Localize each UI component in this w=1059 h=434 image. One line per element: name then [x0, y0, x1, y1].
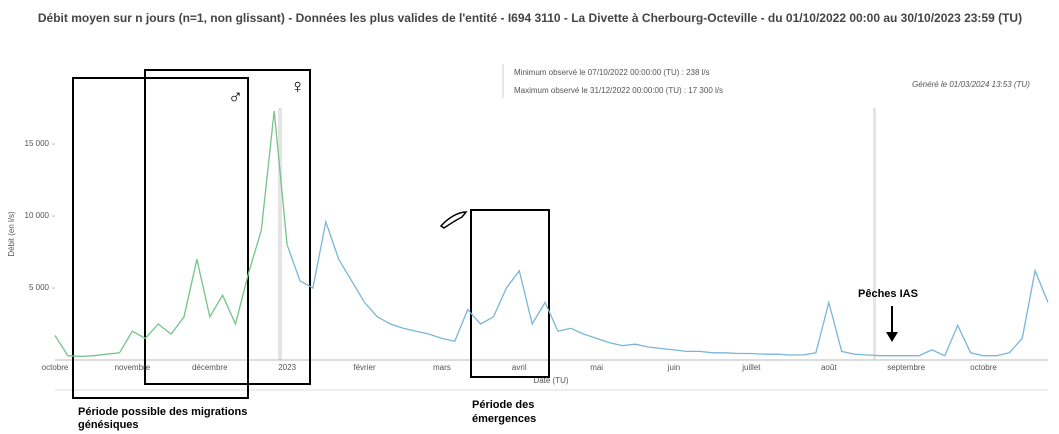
emergence-label: Période des émergences	[472, 399, 537, 425]
generated-note: Généré le 01/03/2024 13:53 (TU)	[912, 80, 1030, 89]
x-tick-label: décembre	[192, 363, 228, 372]
x-tick-label: mars	[433, 363, 451, 372]
flow-line	[54, 110, 288, 358]
annotation-box	[72, 77, 249, 399]
annotation-box	[470, 209, 550, 378]
male-symbol: ♂	[228, 86, 243, 108]
min-note: Minimum observé le 07/10/2022 00:00:00 (…	[514, 68, 710, 77]
highlight-band	[278, 108, 282, 360]
peches-label: Pêches IAS	[858, 288, 918, 300]
migration-label: Période possible des migrations génésiqu…	[78, 406, 248, 431]
max-note: Maximum observé le 31/12/2022 00:00:00 (…	[514, 86, 723, 95]
y-tick-label: 10 000	[25, 211, 50, 220]
x-tick-label: octobre	[970, 363, 997, 372]
x-tick-label: avril	[512, 363, 527, 372]
x-tick-label: juillet	[741, 363, 761, 372]
y-tick-label: 15 000	[25, 139, 50, 148]
highlight-band	[873, 108, 876, 360]
x-tick-label: septembre	[887, 363, 925, 372]
arrow-head	[886, 332, 898, 342]
x-tick-label: juin	[667, 363, 680, 372]
x-tick-label: novembre	[115, 363, 151, 372]
y-tick-label: 5 000	[29, 283, 50, 292]
female-symbol: ♀	[290, 76, 305, 98]
x-tick-label: octobre	[42, 363, 69, 372]
annotation-box	[144, 69, 311, 385]
fish-icon	[439, 211, 468, 229]
flow-line	[286, 219, 1049, 357]
x-tick-label: 2023	[278, 363, 296, 372]
x-tick-label: août	[821, 363, 837, 372]
x-tick-label: mai	[590, 363, 603, 372]
chart-title: Débit moyen sur n jours (n=1, non glissa…	[37, 11, 1023, 25]
x-axis-label: Date (TU)	[533, 376, 568, 385]
x-tick-label: février	[353, 363, 376, 372]
y-axis-label: Débit (en l/s)	[7, 211, 16, 257]
